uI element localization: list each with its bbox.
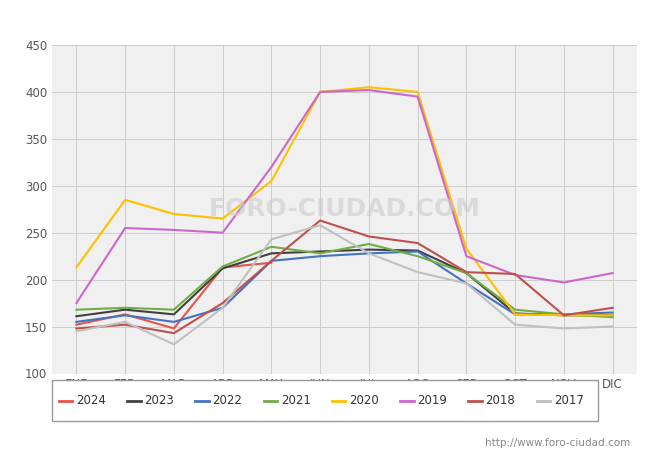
Text: 2017: 2017 <box>554 394 584 407</box>
Text: 2021: 2021 <box>281 394 311 407</box>
Text: Afiliados en Chiprana a 31/5/2024: Afiliados en Chiprana a 31/5/2024 <box>172 11 478 29</box>
FancyBboxPatch shape <box>52 380 598 421</box>
Text: FORO-CIUDAD.COM: FORO-CIUDAD.COM <box>209 197 480 221</box>
Text: http://www.foro-ciudad.com: http://www.foro-ciudad.com <box>486 438 630 448</box>
Text: 2023: 2023 <box>144 394 174 407</box>
Text: 2022: 2022 <box>213 394 242 407</box>
Text: 2019: 2019 <box>417 394 447 407</box>
Text: 2018: 2018 <box>486 394 515 407</box>
Text: 2020: 2020 <box>349 394 379 407</box>
Text: 2024: 2024 <box>76 394 106 407</box>
